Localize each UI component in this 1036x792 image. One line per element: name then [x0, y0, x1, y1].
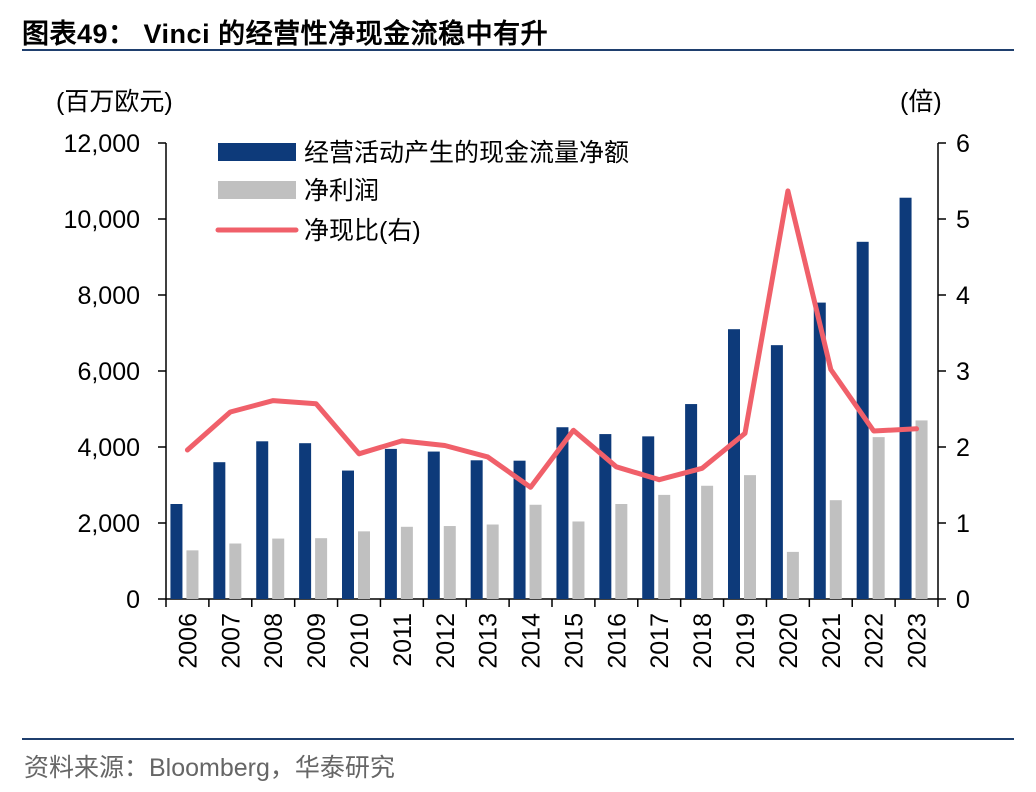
x-tick-label: 2018	[689, 613, 717, 669]
net-profit-bar	[615, 504, 628, 599]
net-profit-bar	[358, 531, 370, 599]
x-tick-label: 2017	[646, 613, 674, 669]
x-tick-label: 2023	[904, 613, 932, 669]
x-tick-label: 2011	[389, 613, 417, 667]
right-tick-label: 0	[956, 586, 970, 614]
cash-flow-bar	[599, 434, 612, 599]
cash-flow-bar	[256, 441, 269, 599]
right-tick-label: 4	[956, 282, 970, 310]
net-profit-bar	[829, 500, 842, 599]
x-tick-label: 2022	[861, 613, 889, 669]
net-profit-bar	[744, 475, 756, 599]
figure-title: 图表49： Vinci 的经营性净现金流稳中有升	[22, 19, 549, 49]
chart: 0 2,000 4,000 6,000 8,000 10,000 12,000 0 1 2 3 4 5 6…	[56, 88, 970, 669]
cash-flow-bar	[728, 329, 740, 599]
net-profit-bar	[701, 485, 714, 599]
cash-flow-bar	[899, 197, 912, 599]
net-profit-bar	[186, 550, 199, 599]
title-rule	[22, 49, 1014, 51]
left-tick-label: 12,000	[64, 130, 140, 158]
cash-flow-bar	[170, 504, 183, 599]
x-tick-label: 2009	[303, 613, 331, 669]
net-profit-bar	[272, 538, 285, 599]
cash-flow-bar	[427, 451, 440, 599]
x-tick-label: 2014	[518, 613, 546, 669]
right-tick-label: 1	[956, 510, 970, 538]
net-profit-bar	[915, 420, 928, 599]
net-profit-bar	[315, 538, 328, 599]
right-tick-label: 5	[956, 206, 970, 234]
x-tick-label: 2007	[217, 613, 245, 669]
x-tick-label: 2020	[775, 613, 803, 669]
cash-flow-bar	[213, 462, 226, 599]
net-profit-bar	[872, 437, 885, 599]
x-tick-label: 2010	[346, 613, 374, 669]
left-tick-label: 6,000	[77, 358, 140, 386]
ratio-line-layer	[184, 188, 920, 490]
legend-label: 净利润	[304, 177, 379, 205]
x-tick-label: 2008	[260, 613, 288, 669]
axes	[158, 142, 946, 607]
cash-flow-bar	[299, 443, 312, 599]
cash-flow-bar	[556, 427, 569, 599]
legend-swatch-net-profit	[218, 181, 296, 199]
left-axis-unit: (百万欧元)	[56, 88, 173, 116]
x-tick-label: 2021	[818, 613, 846, 669]
legend-label: 净现比(右)	[304, 217, 421, 245]
left-tick-label: 2,000	[77, 510, 140, 538]
right-axis-unit: (倍)	[900, 88, 942, 116]
net-profit-bar	[529, 504, 542, 599]
net-profit-bar	[229, 543, 242, 599]
left-tick-label: 0	[126, 586, 140, 614]
x-tick-label: 2015	[560, 613, 588, 669]
net-profit-bar	[786, 551, 799, 599]
legend-label: 经营活动产生的现金流量净额	[304, 139, 629, 167]
cash-flow-bar	[770, 345, 783, 599]
x-tick-label: 2006	[174, 613, 202, 669]
net-profit-bar	[400, 526, 413, 599]
cash-flow-bar	[470, 460, 483, 599]
right-tick-label: 6	[956, 130, 970, 158]
source-note: 资料来源：Bloomberg，华泰研究	[24, 754, 395, 782]
footer-rule	[22, 738, 1014, 740]
left-tick-label: 10,000	[64, 206, 140, 234]
cash-flow-bar	[342, 470, 354, 599]
x-tick-label: 2012	[432, 613, 460, 669]
net-profit-bar	[572, 521, 585, 599]
cash-flow-bar	[642, 436, 655, 599]
net-profit-bar	[658, 494, 671, 599]
right-tick-label: 2	[956, 434, 970, 462]
net-profit-bar	[486, 524, 499, 599]
cash-flow-bar	[513, 460, 526, 599]
x-tick-label: 2016	[603, 613, 631, 669]
left-tick-label: 4,000	[77, 434, 140, 462]
cash-flow-bar	[856, 241, 869, 600]
cash-flow-bar	[384, 448, 397, 599]
x-tick-label: 2019	[732, 613, 760, 669]
cash-flow-bar	[813, 302, 826, 599]
x-tick-label: 2013	[475, 613, 503, 669]
left-tick-label: 8,000	[77, 282, 140, 310]
bars	[170, 197, 928, 600]
ratio-line	[184, 188, 920, 490]
right-tick-label: 3	[956, 358, 970, 386]
cash-flow-bar	[685, 404, 698, 599]
net-profit-bar	[443, 526, 456, 599]
axis-labels: 0 2,000 4,000 6,000 8,000 10,000 12,000 0 1 2 3 4 5 6…	[56, 88, 970, 669]
legend-swatch-cash-flow	[218, 143, 296, 161]
